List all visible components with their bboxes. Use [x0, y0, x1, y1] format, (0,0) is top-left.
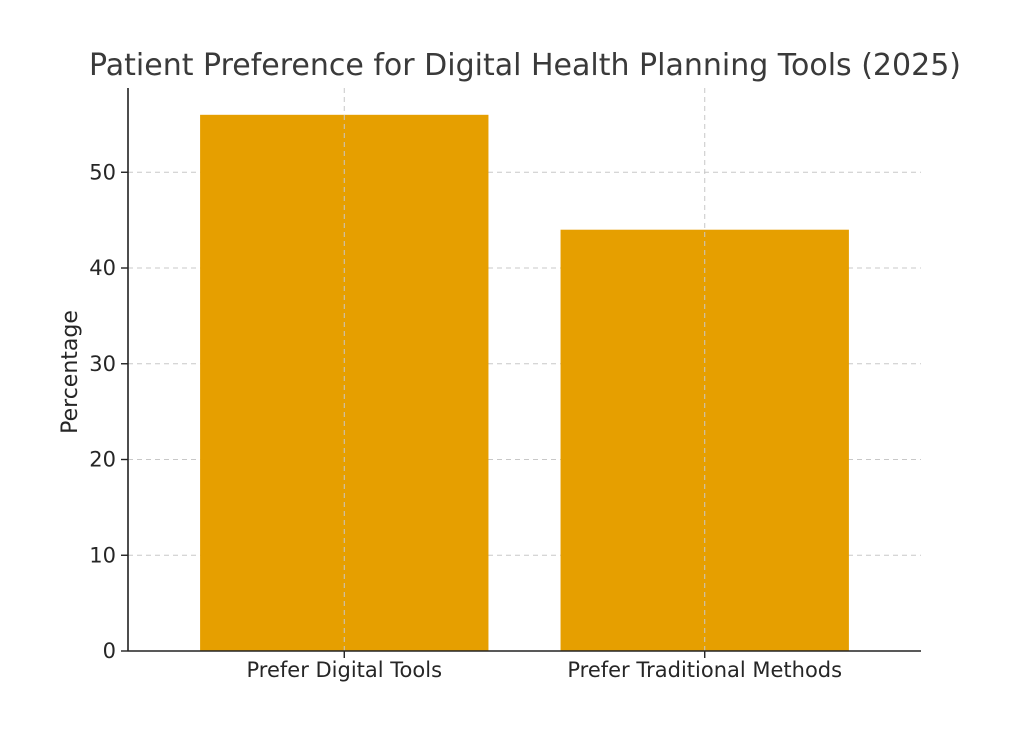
y-tick-label: 10 — [89, 543, 116, 567]
chart-title: Patient Preference for Digital Health Pl… — [89, 48, 961, 83]
y-tick-label: 20 — [89, 448, 116, 472]
bar — [200, 114, 489, 652]
y-tick-label: 0 — [103, 639, 116, 663]
y-tick-label: 50 — [89, 160, 116, 184]
y-axis-ticks: 0 10 20 30 40 50 — [89, 160, 128, 663]
y-tick-label: 40 — [89, 256, 116, 280]
y-axis-label: Percentage — [58, 310, 83, 434]
x-tick-label: Prefer Digital Tools — [247, 658, 443, 682]
x-axis-ticks: Prefer Digital Tools Prefer Traditional M… — [247, 651, 842, 682]
y-tick-label: 30 — [89, 352, 116, 376]
vertical-grid — [343, 88, 706, 651]
x-tick-label: Prefer Traditional Methods — [567, 658, 842, 682]
bars — [200, 114, 849, 652]
